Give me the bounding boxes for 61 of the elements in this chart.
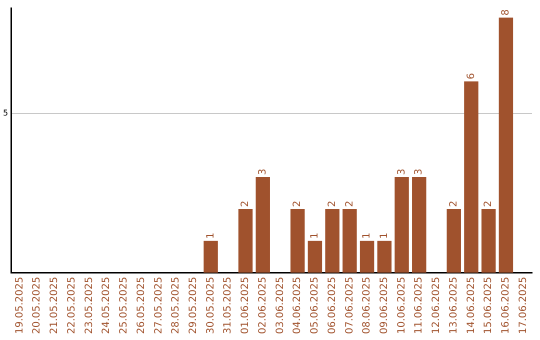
x-tick-label: 23.05.2025 xyxy=(84,276,95,334)
bar xyxy=(325,208,340,273)
bar xyxy=(377,240,392,273)
x-tick-label: 06.06.2025 xyxy=(326,276,338,334)
x-tick-label: 11.06.2025 xyxy=(414,276,425,334)
x-tick-label: 31.05.2025 xyxy=(222,276,234,334)
data-label: 3 xyxy=(257,168,268,176)
data-label: 3 xyxy=(396,168,408,176)
bar xyxy=(394,177,409,273)
x-tick-label: 28.05.2025 xyxy=(170,276,182,334)
data-label: 2 xyxy=(448,200,460,207)
bar xyxy=(308,240,322,273)
data-label: 1 xyxy=(310,232,321,239)
data-label: 2 xyxy=(292,200,304,207)
data-label: 1 xyxy=(362,232,373,239)
x-tick-label: 25.05.2025 xyxy=(118,276,130,334)
x-tick-label: 09.06.2025 xyxy=(379,276,390,334)
bar xyxy=(256,177,270,273)
data-label: 3 xyxy=(414,168,425,176)
x-tick-label: 20.05.2025 xyxy=(32,276,43,334)
y-tick-label: 5 xyxy=(2,108,8,118)
data-label: 2 xyxy=(483,200,494,207)
x-tick-label: 03.06.2025 xyxy=(274,276,286,334)
bar xyxy=(204,240,218,273)
x-tick-label: 05.06.2025 xyxy=(310,276,321,334)
bar xyxy=(290,208,305,273)
bar xyxy=(412,177,426,273)
x-tick-label: 15.06.2025 xyxy=(483,276,494,334)
x-tick-label: 10.06.2025 xyxy=(396,276,408,334)
bar xyxy=(446,208,461,273)
x-tick-label: 12.06.2025 xyxy=(431,276,442,334)
bar xyxy=(342,208,357,273)
bar xyxy=(464,81,478,273)
x-tick-label: 27.05.2025 xyxy=(153,276,164,334)
bar xyxy=(238,208,253,273)
x-tick-label: 08.06.2025 xyxy=(362,276,373,334)
x-tick-label: 30.05.2025 xyxy=(205,276,216,334)
x-tick-label: 02.06.2025 xyxy=(257,276,268,334)
data-label: 8 xyxy=(500,9,512,16)
bar xyxy=(360,240,374,273)
data-label: 1 xyxy=(379,232,390,239)
data-label: 1 xyxy=(205,232,216,239)
x-tick-label: 22.05.2025 xyxy=(66,276,78,334)
x-tick-label: 24.05.2025 xyxy=(101,276,112,334)
x-tick-label: 17.06.2025 xyxy=(518,276,529,334)
bar xyxy=(481,208,496,273)
x-tick-label: 13.06.2025 xyxy=(448,276,460,334)
x-tick-label: 19.05.2025 xyxy=(14,276,26,334)
x-tick-label: 07.06.2025 xyxy=(344,276,356,334)
x-tick-label: 04.06.2025 xyxy=(292,276,304,334)
data-label: 2 xyxy=(344,200,356,207)
x-tick-label: 26.05.2025 xyxy=(136,276,147,334)
data-label: 2 xyxy=(240,200,252,207)
x-tick-label: 21.05.2025 xyxy=(49,276,60,334)
data-label: 6 xyxy=(466,72,477,80)
data-label: 2 xyxy=(326,200,338,207)
x-tick-label: 29.05.2025 xyxy=(188,276,199,334)
x-tick-label: 16.06.2025 xyxy=(500,276,512,334)
x-tick-label: 14.06.2025 xyxy=(466,276,477,334)
x-tick-label: 01.06.2025 xyxy=(240,276,252,334)
bar xyxy=(498,18,514,273)
